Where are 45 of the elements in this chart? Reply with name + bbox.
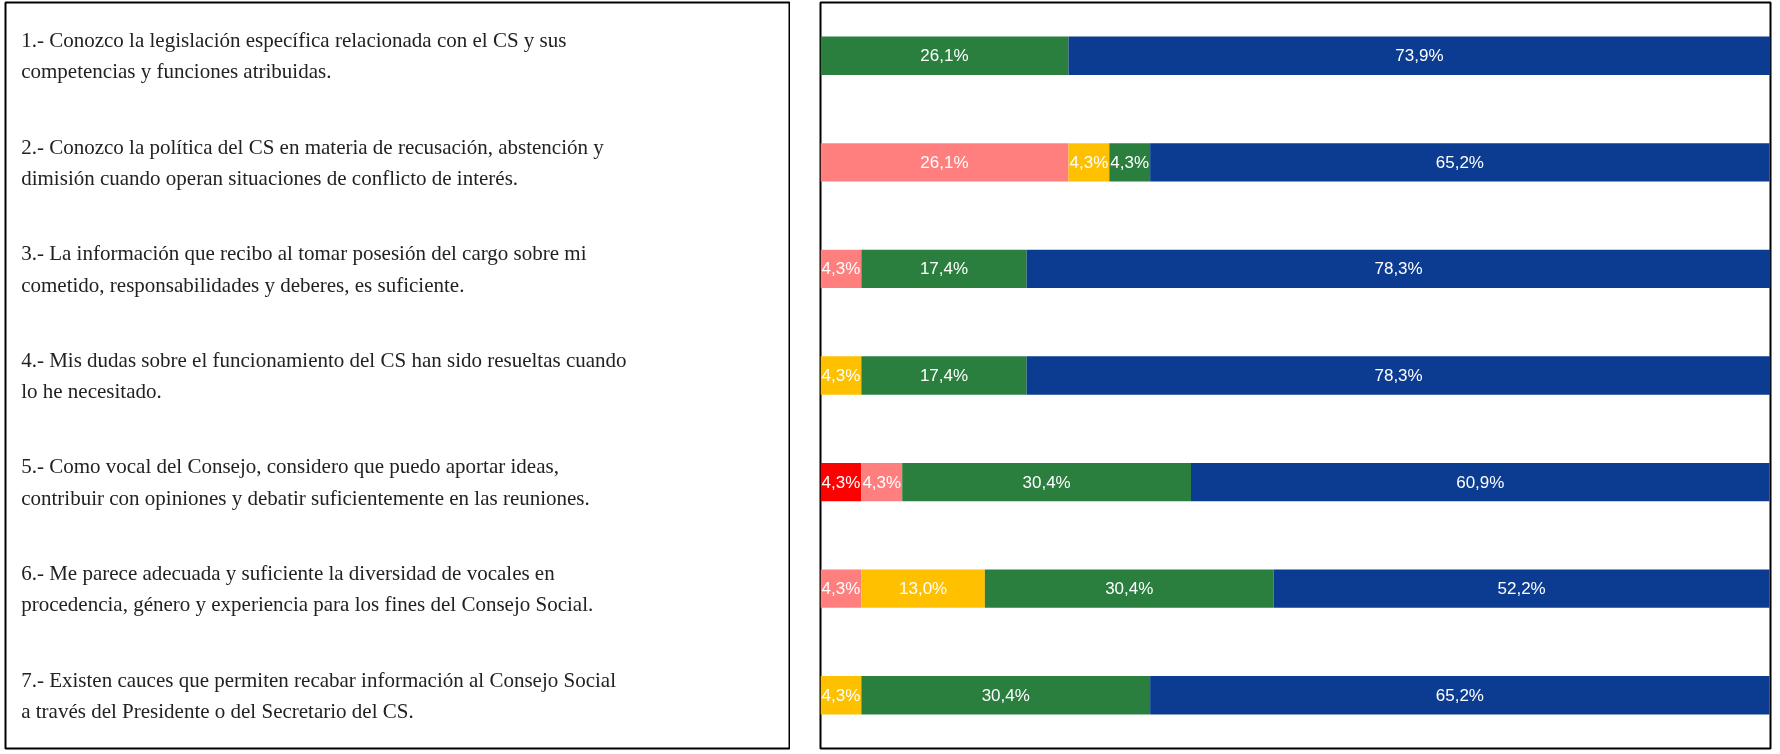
data-label: 13,0% bbox=[899, 579, 948, 599]
data-label: 4,3% bbox=[821, 472, 861, 492]
bar bbox=[861, 569, 985, 608]
bar bbox=[1026, 249, 1771, 289]
bar bbox=[902, 462, 1191, 502]
y-tick-label: 6.- Me parece adecuada y suficiente la diversidad de vocales en procedencia, género y experiencia para los fines del Consejo Social. bbox=[21, 561, 594, 617]
bar bbox=[861, 249, 1027, 289]
data-label: 4,3% bbox=[862, 472, 902, 492]
bar bbox=[1150, 143, 1770, 182]
data-label: 65,2% bbox=[1435, 152, 1484, 172]
bar bbox=[1191, 462, 1770, 502]
bar bbox=[1068, 36, 1771, 75]
data-label: 60,9% bbox=[1456, 472, 1505, 492]
bar bbox=[1273, 569, 1770, 608]
data-label: 30,4% bbox=[1105, 579, 1154, 599]
data-label: 4,3% bbox=[821, 685, 861, 705]
data-label: 17,4% bbox=[919, 259, 969, 279]
y-tick-label: 5.- Como vocal del Consejo, considero que puedo aportar ideas, contribuir con opiniones y debatir suficientemente en las reuniones. bbox=[21, 454, 590, 510]
bar bbox=[861, 356, 1027, 395]
y-tick-label: 1.- Conozco la legislación específica relacionada con el CS y sus competencias y funciones atribuidas. bbox=[21, 28, 567, 84]
data-label: 65,2% bbox=[1435, 685, 1484, 705]
data-label: 4,3% bbox=[1110, 152, 1150, 172]
data-label: 26,1% bbox=[920, 152, 969, 172]
data-label: 73,9% bbox=[1395, 46, 1444, 66]
bar bbox=[1150, 676, 1770, 715]
y-tick-label: 4.- Mis dudas sobre el funcionamiento del CS han sido resueltas cuando lo he necesitado. bbox=[21, 347, 627, 404]
data-label: 78,3% bbox=[1374, 259, 1423, 279]
data-label: 30,4% bbox=[981, 685, 1030, 705]
y-tick-label: 3.- La información que recibo al tomar posesión del cargo sobre mi cometido, responsabilidades y deberes, es suficiente. bbox=[21, 241, 587, 297]
y-tick-label: 7.- Existen cauces que permiten recabar información al Consejo Social a través del Presidente o del Secretario del CS. bbox=[21, 667, 617, 723]
y-tick-label: 2.- Conozco la política del CS en materia de recusación, abstención y dimisión cuando operan situaciones de conflicto de interés. bbox=[21, 134, 605, 190]
data-label: 4,3% bbox=[821, 259, 861, 279]
data-label: 4,3% bbox=[1069, 152, 1109, 172]
bar bbox=[820, 143, 1069, 182]
data-label: 4,3% bbox=[821, 579, 861, 599]
data-label: 52,2% bbox=[1497, 579, 1546, 599]
bar bbox=[1026, 356, 1771, 395]
bar bbox=[820, 36, 1069, 75]
data-label: 17,4% bbox=[919, 366, 969, 385]
bar bbox=[861, 676, 1151, 715]
data-label: 26,1% bbox=[920, 46, 969, 66]
data-label: 4,3% bbox=[821, 366, 861, 385]
data-label: 78,3% bbox=[1374, 366, 1423, 385]
bar bbox=[984, 569, 1274, 608]
data-label: 30,4% bbox=[1022, 472, 1071, 492]
